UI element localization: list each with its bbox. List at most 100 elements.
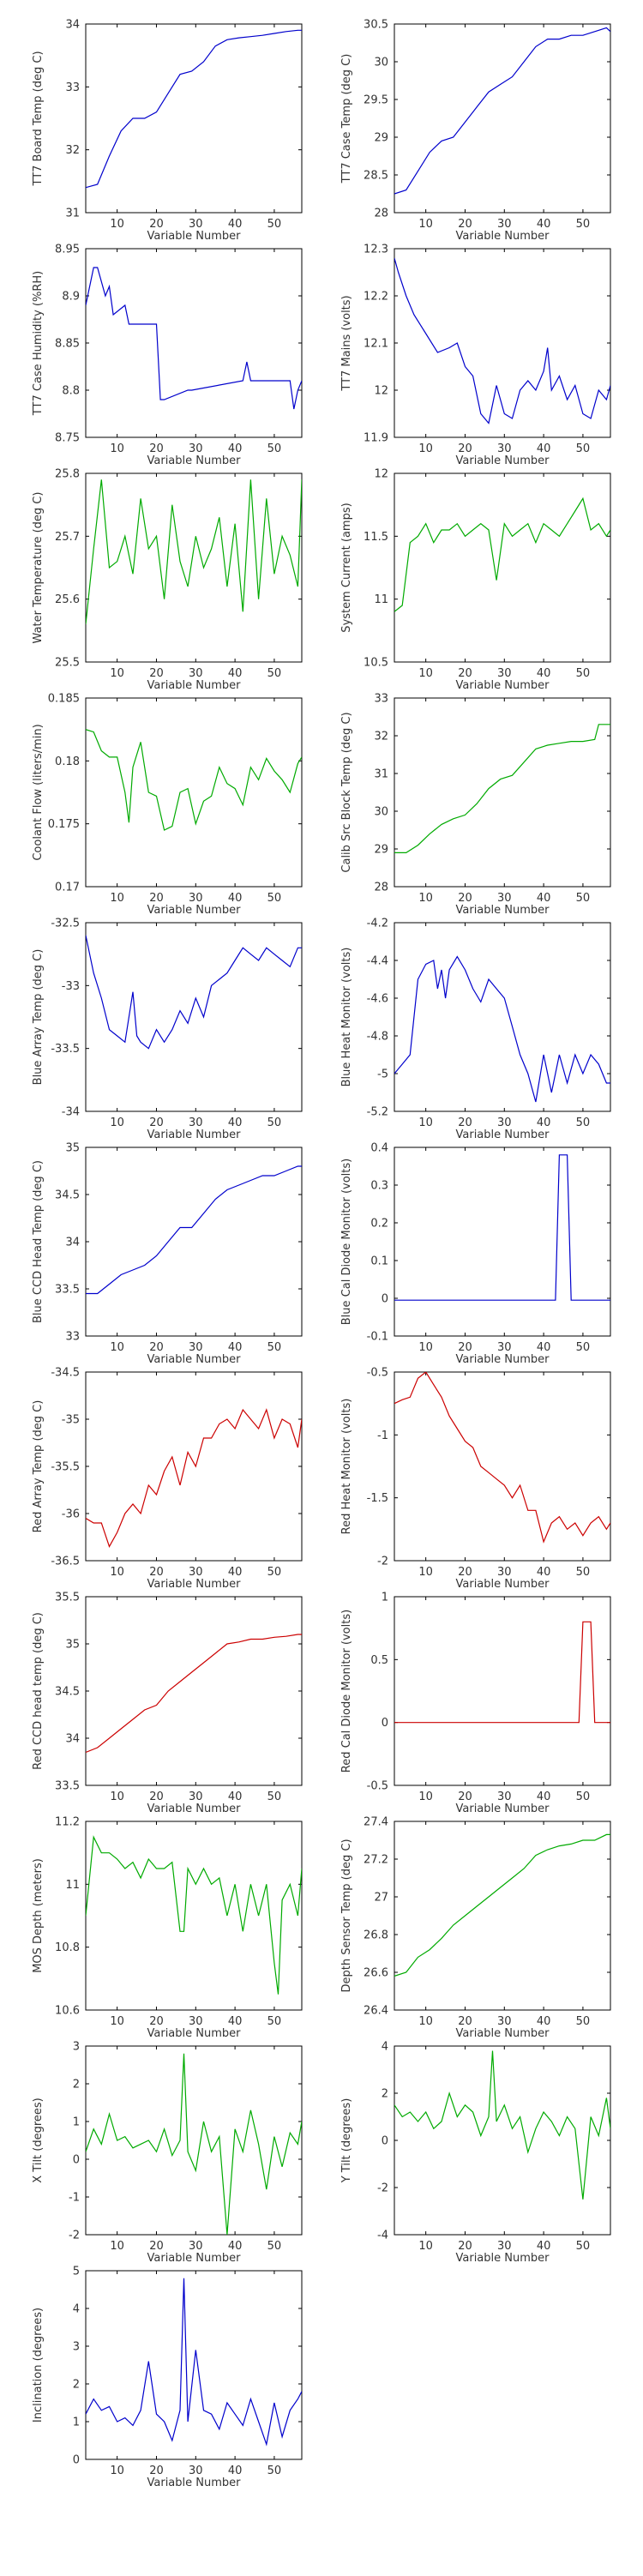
- chart-19-x-tick-label-1: 20: [149, 2240, 164, 2253]
- chart-1-y-tick-label-1: 32: [65, 144, 80, 157]
- chart-18-y-tick-label-0: 26.4: [364, 2005, 388, 2018]
- chart-11-y-tick-label-1: 33.5: [55, 1284, 80, 1297]
- chart-2-x-tick-label-2: 30: [497, 218, 512, 231]
- chart-14-x-tick-label-2: 30: [497, 1566, 512, 1579]
- chart-3-y-tick-label-2: 8.85: [55, 338, 80, 351]
- chart-5-x-tick-label-2: 30: [189, 667, 203, 680]
- chart-17-series-line: [86, 1835, 302, 1995]
- chart-6-y-tick-label-1: 11: [374, 593, 388, 606]
- chart-6-x-tick-label-0: 10: [418, 667, 433, 680]
- chart-4-y-tick-label-3: 12.2: [364, 291, 388, 304]
- chart-10-x-tick-label-4: 50: [576, 1116, 591, 1129]
- chart-16-y-tick-label-2: 0.5: [370, 1654, 388, 1667]
- chart-2-y-tick-label-3: 29.5: [364, 94, 388, 107]
- chart-6-y-axis-label: System Current (amps): [340, 503, 353, 632]
- chart-8-x-tick-label-4: 50: [576, 892, 591, 905]
- chart-9-y-tick-label-0: -34: [62, 1106, 80, 1119]
- chart-21-y-tick-label-1: 1: [73, 2417, 80, 2429]
- chart-11-x-tick-label-3: 40: [228, 1341, 243, 1354]
- chart-10-y-axis-label: Blue Heat Monitor (volts): [340, 948, 353, 1087]
- chart-4-x-tick-label-3: 40: [537, 442, 551, 455]
- chart-16-x-axis-label: Variable Number: [456, 1803, 550, 1815]
- chart-15-plot-frame: [85, 1596, 303, 1786]
- chart-17-x-tick-label-1: 20: [149, 2015, 164, 2028]
- chart-17-x-tick-label-3: 40: [228, 2015, 243, 2028]
- chart-2-x-tick-label-3: 40: [537, 218, 551, 231]
- chart-18-y-tick-label-1: 26.6: [364, 1967, 388, 1980]
- chart-8-y-tick-label-5: 33: [374, 693, 388, 706]
- chart-4-series-line: [394, 257, 610, 424]
- chart-21-y-tick-label-3: 3: [73, 2341, 80, 2354]
- chart-6-y-tick-label-3: 12: [374, 468, 388, 481]
- chart-15-y-tick-label-3: 35: [65, 1639, 80, 1652]
- chart-14-x-axis-label: Variable Number: [456, 1578, 550, 1591]
- chart-2-y-tick-label-4: 30: [374, 57, 388, 69]
- chart-13-x-tick-label-3: 40: [228, 1566, 243, 1579]
- chart-20-y-tick-label-3: 2: [382, 2088, 388, 2101]
- chart-20: 10 20 30 40 50 -4 -2 0 2 4 Variable Number Y Tilt (…: [340, 2041, 611, 2265]
- chart-13-y-tick-label-1: -36: [62, 1508, 80, 1521]
- chart-15-x-tick-label-0: 10: [110, 1791, 124, 1803]
- chart-8-x-axis-label: Variable Number: [456, 904, 550, 917]
- chart-14-x-tick-label-3: 40: [537, 1566, 551, 1579]
- chart-17-y-tick-label-0: 10.6: [55, 2005, 80, 2018]
- chart-9-y-axis-label: Blue Array Temp (deg C): [32, 949, 45, 1086]
- chart-21-x-tick-label-0: 10: [110, 2465, 124, 2477]
- chart-1-y-axis-label: TT7 Board Temp (deg C): [32, 51, 45, 186]
- chart-14: 10 20 30 40 50 -2 -1.5 -1 -0.5 Variable Number Red…: [340, 1367, 611, 1591]
- chart-21-y-axis-label: Inclination (degrees): [32, 2308, 45, 2423]
- chart-11-x-tick-label-4: 50: [267, 1341, 282, 1354]
- chart-4-y-tick-label-0: 11.9: [364, 432, 388, 445]
- chart-12-x-tick-label-0: 10: [418, 1341, 433, 1354]
- chart-11-y-tick-label-2: 34: [65, 1237, 80, 1249]
- chart-7-y-tick-label-2: 0.18: [55, 755, 80, 768]
- chart-5-series-line: [86, 479, 302, 625]
- chart-9-y-tick-label-3: -32.5: [51, 918, 80, 930]
- chart-12-x-tick-label-2: 30: [497, 1341, 512, 1354]
- chart-16-y-tick-label-3: 1: [382, 1592, 388, 1604]
- chart-1-x-tick-label-2: 30: [189, 218, 203, 231]
- chart-20-y-axis-label: Y Tilt (degrees): [340, 2098, 353, 2184]
- chart-20-y-tick-label-2: 0: [382, 2135, 388, 2148]
- chart-15-x-tick-label-3: 40: [228, 1791, 243, 1803]
- chart-14-x-tick-label-0: 10: [418, 1566, 433, 1579]
- chart-19-y-tick-label-3: 1: [73, 2116, 80, 2129]
- chart-6-y-tick-label-2: 11.5: [364, 531, 388, 544]
- chart-10: 10 20 30 40 50 -5.2 -5 -4.8 -4.6 -4.4 -4.2 Variable…: [340, 918, 611, 1141]
- chart-1-series-line: [86, 29, 302, 189]
- chart-13-plot-frame: [85, 1371, 303, 1562]
- chart-10-x-axis-label: Variable Number: [456, 1129, 550, 1141]
- chart-7-x-tick-label-2: 30: [189, 892, 203, 905]
- chart-17-y-tick-label-3: 11.2: [55, 1816, 80, 1829]
- chart-11-x-tick-label-0: 10: [110, 1341, 124, 1354]
- chart-20-x-tick-label-0: 10: [418, 2240, 433, 2253]
- chart-2-y-tick-label-1: 28.5: [364, 170, 388, 183]
- chart-2-y-tick-label-2: 29: [374, 132, 388, 145]
- chart-7-y-tick-label-1: 0.175: [48, 818, 80, 831]
- chart-1-y-tick-label-0: 31: [65, 208, 80, 220]
- chart-10-series-line: [394, 955, 610, 1103]
- chart-20-plot-frame: [394, 2045, 611, 2236]
- chart-10-x-tick-label-3: 40: [537, 1116, 551, 1129]
- chart-6-x-axis-label: Variable Number: [456, 679, 550, 692]
- chart-5: 10 20 30 40 50 25.5 25.6 25.7 25.8 Variable Numbe…: [32, 468, 303, 692]
- chart-13-y-tick-label-0: -36.5: [51, 1556, 80, 1568]
- chart-21: 10 20 30 40 50 0 1 2 3 4 5 Variable Number Inclinati…: [32, 2266, 303, 2489]
- chart-13-x-tick-label-2: 30: [189, 1566, 203, 1579]
- chart-14-y-tick-label-3: -0.5: [367, 1367, 388, 1380]
- chart-20-x-tick-label-1: 20: [458, 2240, 472, 2253]
- chart-6: 10 20 30 40 50 10.5 11 11.5 12 Variable Number Sys…: [340, 468, 611, 692]
- chart-11-y-tick-label-3: 34.5: [55, 1189, 80, 1202]
- chart-5-x-tick-label-0: 10: [110, 667, 124, 680]
- chart-18-plot-frame: [394, 1821, 611, 2011]
- chart-8-y-axis-label: Calib Src Block Temp (deg C): [340, 712, 353, 872]
- chart-15-x-tick-label-1: 20: [149, 1791, 164, 1803]
- chart-9-x-tick-label-0: 10: [110, 1116, 124, 1129]
- chart-18-x-tick-label-0: 10: [418, 2015, 433, 2028]
- chart-5-x-tick-label-1: 20: [149, 667, 164, 680]
- chart-9-x-axis-label: Variable Number: [147, 1129, 242, 1141]
- chart-21-x-tick-label-4: 50: [267, 2465, 282, 2477]
- chart-18-x-axis-label: Variable Number: [456, 2027, 550, 2040]
- chart-10-y-tick-label-0: -5.2: [367, 1106, 388, 1119]
- chart-21-series-line: [86, 2278, 302, 2447]
